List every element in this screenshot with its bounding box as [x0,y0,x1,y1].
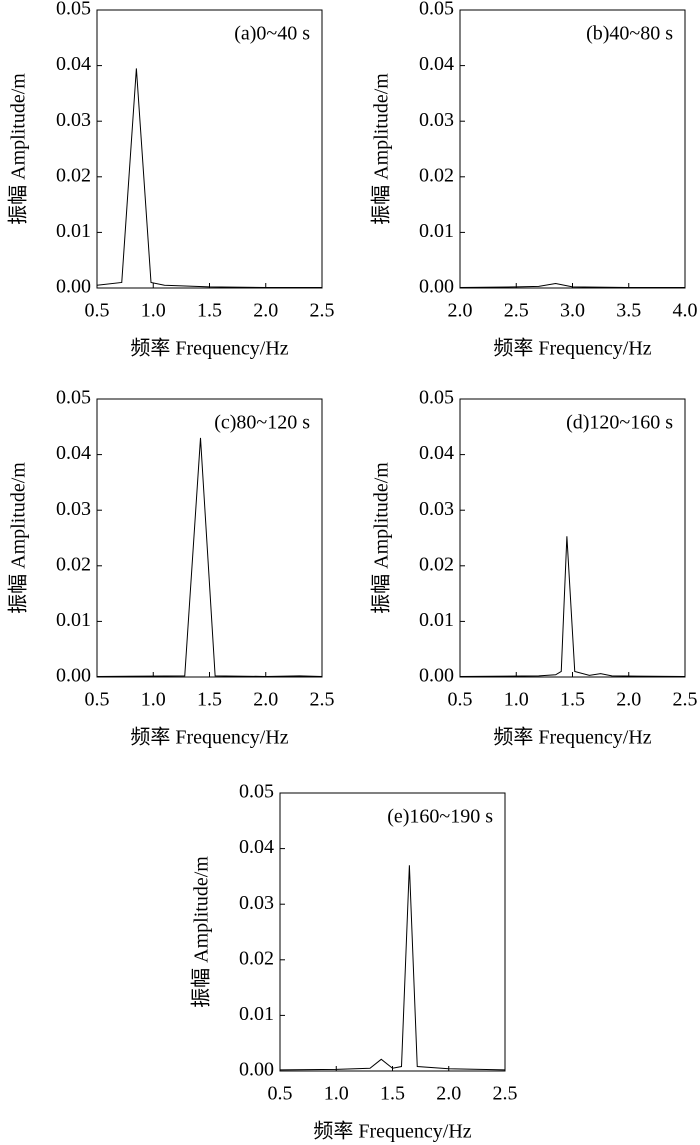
plot-frame [279,792,506,1072]
x-tick-label: 2.5 [310,689,335,711]
y-tick-label: 0.04 [56,53,91,75]
line [96,437,323,677]
y-axis-label: 振幅 Amplitude/m [7,73,30,225]
x-tick-label: 3.0 [560,300,585,322]
y-tick-label: 0.03 [56,498,91,520]
x-tick-label: 2.5 [310,300,335,322]
y-tick-label: 0.04 [56,442,91,464]
y-tick-label: 0.05 [419,0,454,20]
y-axis-label: 振幅 Amplitude/m [370,462,393,614]
x-tick-label: 4.0 [673,300,698,322]
y-tick-label: 0.05 [56,0,91,20]
annotation: (b)40~80 s [586,23,673,45]
y-tick-label: 0.05 [419,387,454,409]
x-axis-label: 频率 Frequency/Hz [313,1120,471,1143]
x-axis-label: 频率 Frequency/Hz [493,337,651,360]
chart: 0.00 0.01 0.02 0.03 0.04 0.05 0.5 1.0 1.5 2.0 2.5 (… [190,781,518,1143]
line [459,283,685,288]
annotation: (c)80~120 s [214,412,310,434]
y-tick-label: 0.03 [419,498,454,520]
y-tick-label: 0.02 [56,164,91,186]
y-tick-label: 0.01 [419,220,454,242]
x-axis-label: 频率 Frequency/Hz [130,726,288,749]
y-tick-label: 0.05 [239,781,274,803]
y-tick-label: 0.00 [419,665,454,687]
x-tick-label: 1.5 [560,689,585,711]
annotation: (a)0~40 s [234,23,310,45]
y-tick-label: 0.02 [56,553,91,575]
line [96,68,322,288]
x-tick-label: 1.5 [380,1083,405,1105]
y-tick-label: 0.01 [56,609,91,631]
y-tick-label: 0.04 [419,442,454,464]
y-tick-label: 0.05 [56,387,91,409]
annotation: (e)160~190 s [387,806,493,828]
x-tick-label: 1.0 [504,689,529,711]
x-tick-label: 0.5 [85,689,110,711]
y-tick-label: 0.00 [56,276,91,298]
x-tick-label: 1.5 [197,689,222,711]
x-tick-label: 0.5 [268,1083,293,1105]
y-tick-label: 0.01 [239,1003,274,1025]
plot-frame [96,398,323,678]
x-axis-label: 频率 Frequency/Hz [493,726,651,749]
y-tick-label: 0.00 [56,665,91,687]
y-tick-label: 0.01 [56,220,91,242]
y-tick-label: 0.00 [239,1059,274,1081]
x-tick-label: 3.5 [616,300,641,322]
x-tick-label: 2.0 [253,300,278,322]
x-tick-label: 1.5 [197,300,222,322]
y-tick-label: 0.03 [419,109,454,131]
y-tick-label: 0.03 [239,892,274,914]
y-axis-label: 振幅 Amplitude/m [7,462,30,614]
x-tick-label: 1.0 [324,1083,349,1105]
y-tick-label: 0.00 [419,276,454,298]
x-tick-label: 0.5 [448,689,473,711]
x-tick-label: 1.0 [141,300,166,322]
chart: 0.00 0.01 0.02 0.03 0.04 0.05 0.5 1.0 1.5 2.0 2.5 (… [7,0,335,360]
x-tick-label: 2.0 [436,1083,461,1105]
plot-frame [459,9,686,289]
x-tick-label: 2.5 [673,689,698,711]
annotation: (d)120~160 s [566,412,673,434]
x-tick-label: 0.5 [85,300,110,322]
chart: 0.00 0.01 0.02 0.03 0.04 0.05 0.5 1.0 1.5 2.0 2.5 (… [7,387,335,749]
x-axis-label: 频率 Frequency/Hz [130,337,288,360]
y-tick-label: 0.04 [239,836,274,858]
chart: 0.00 0.01 0.02 0.03 0.04 0.05 2.0 2.5 3.0 3.5 4.0 (… [370,0,698,360]
x-tick-label: 2.0 [616,689,641,711]
line [459,536,686,677]
x-tick-label: 2.5 [504,300,529,322]
y-tick-label: 0.02 [239,947,274,969]
y-tick-label: 0.02 [419,553,454,575]
chart: 0.00 0.01 0.02 0.03 0.04 0.05 0.5 1.0 1.5 2.0 2.5 (… [370,387,698,749]
y-tick-label: 0.03 [56,109,91,131]
line [279,865,506,1071]
y-tick-label: 0.02 [419,164,454,186]
y-axis-label: 振幅 Amplitude/m [190,856,213,1008]
x-tick-label: 1.0 [141,689,166,711]
y-tick-label: 0.01 [419,609,454,631]
x-tick-label: 2.0 [253,689,278,711]
y-axis-label: 振幅 Amplitude/m [370,73,393,225]
y-tick-label: 0.04 [419,53,454,75]
x-tick-label: 2.5 [493,1083,518,1105]
x-tick-label: 2.0 [448,300,473,322]
